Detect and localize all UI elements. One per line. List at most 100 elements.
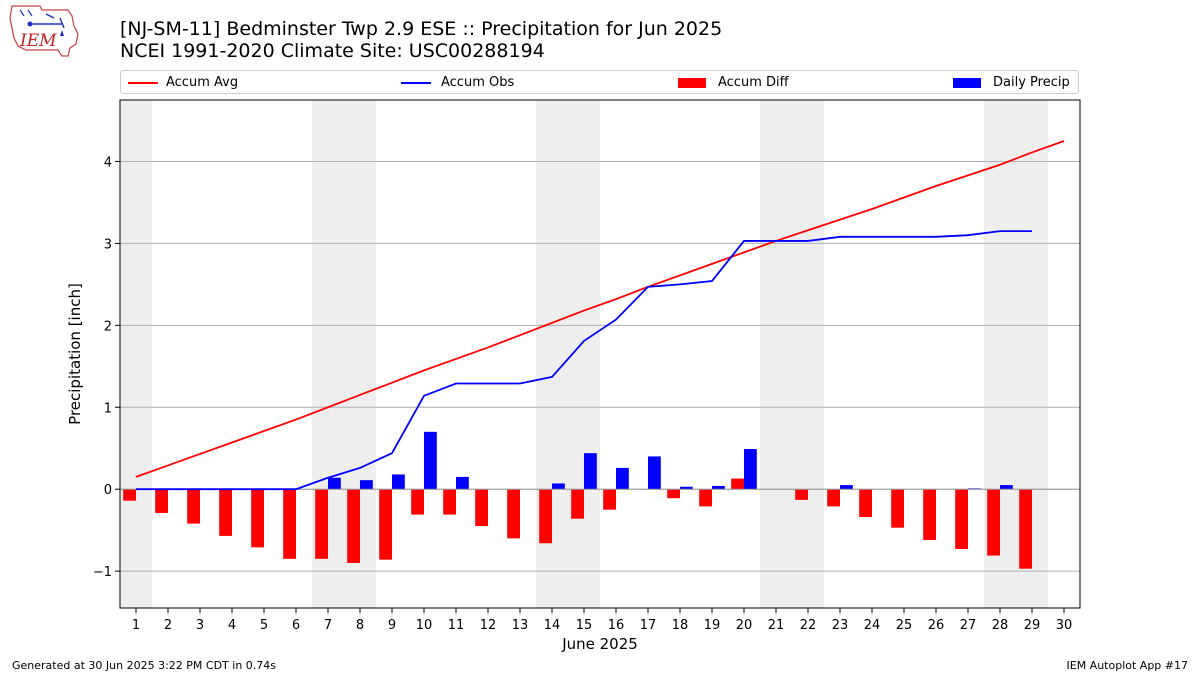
y-axis-label: Precipitation [inch] <box>66 283 84 425</box>
daily-precip-bar <box>840 485 853 490</box>
accum-obs-line <box>136 230 1032 491</box>
weekend-band <box>120 100 152 608</box>
y-tick-label: 2 <box>104 319 112 334</box>
x-tick-label: 8 <box>356 618 364 633</box>
daily-precip-bar <box>360 480 373 490</box>
x-tick-label: 12 <box>480 618 497 633</box>
legend-label-accum-obs: Accum Obs <box>441 75 515 90</box>
accum-diff-bar <box>923 489 936 540</box>
legend-swatch-accum-avg <box>128 82 158 84</box>
legend-label-daily-precip: Daily Precip <box>993 75 1070 90</box>
y-tick-label: 1 <box>104 401 112 416</box>
daily-precip-bar <box>456 476 469 490</box>
x-tick-label: 5 <box>260 618 268 633</box>
y-tick-label: −1 <box>93 565 112 580</box>
accum-diff-bar <box>315 489 328 559</box>
accum-diff-bar <box>603 489 616 510</box>
accum-diff-bar <box>507 489 520 539</box>
x-tick-label: 15 <box>576 618 593 633</box>
accum-diff-bar <box>411 489 424 515</box>
legend-item-accum-obs: Accum Obs <box>401 74 551 92</box>
accum-diff-bar <box>283 489 296 559</box>
accum-diff-bar <box>667 489 680 499</box>
accum-diff-bar <box>699 489 712 507</box>
accum-diff-bar <box>571 489 584 519</box>
chart-title: [NJ-SM-11] Bedminster Twp 2.9 ESE :: Pre… <box>120 18 723 40</box>
y-tick-label: 3 <box>104 237 112 252</box>
accum-diff-bar <box>955 489 968 550</box>
x-tick-label: 20 <box>736 618 753 633</box>
accum-diff-bar <box>539 489 552 544</box>
daily-precip-bar <box>584 453 597 490</box>
daily-precip-bar <box>744 449 757 490</box>
x-axis-label: June 2025 <box>561 635 638 653</box>
accum-diff-bar <box>475 489 488 527</box>
legend-item-daily-precip: Daily Precip <box>953 74 1077 92</box>
accum-diff-bar <box>155 489 168 513</box>
legend-swatch-accum-obs <box>401 82 431 84</box>
daily-precip-bar <box>680 486 693 490</box>
x-tick-label: 26 <box>928 618 945 633</box>
accum-diff-bar <box>891 489 904 528</box>
accum-diff-bar <box>731 478 744 490</box>
x-tick-label: 14 <box>544 618 561 633</box>
x-tick-label: 23 <box>832 618 849 633</box>
x-tick-label: 30 <box>1056 618 1073 633</box>
accum-avg-line <box>135 140 1065 478</box>
accum-diff-bar <box>379 489 392 560</box>
x-tick-label: 28 <box>992 618 1009 633</box>
x-tick-label: 9 <box>388 618 396 633</box>
daily-precip-bar <box>616 467 629 490</box>
plot-frame <box>119 99 1081 609</box>
x-tick-label: 24 <box>864 618 881 633</box>
accum-diff-bar <box>859 489 872 518</box>
x-tick-label: 11 <box>448 618 465 633</box>
legend-swatch-accum-diff <box>678 78 706 88</box>
daily-precip-bar <box>712 485 725 490</box>
daily-precip-bar <box>424 431 437 490</box>
x-tick-label: 17 <box>640 618 657 633</box>
x-tick-label: 18 <box>672 618 689 633</box>
logo-text: IEM <box>19 31 57 51</box>
accum-diff-bar <box>251 489 264 548</box>
x-tick-label: 1 <box>132 618 140 633</box>
weekend-band <box>760 100 824 608</box>
accum-diff-bar <box>827 489 840 507</box>
accum-diff-bar <box>1019 489 1032 569</box>
accum-diff-bar <box>987 489 1000 556</box>
legend-item-accum-diff: Accum Diff <box>678 74 828 92</box>
legend-swatch-daily-precip <box>953 78 981 88</box>
x-tick-label: 16 <box>608 618 625 633</box>
x-tick-label: 29 <box>1024 618 1041 633</box>
legend-label-accum-avg: Accum Avg <box>166 75 239 90</box>
x-tick-label: 3 <box>196 618 204 633</box>
generated-timestamp: Generated at 30 Jun 2025 3:22 PM CDT in … <box>12 659 277 672</box>
accum-diff-bar <box>123 489 136 501</box>
daily-precip-bar <box>328 477 341 490</box>
y-tick-label: 0 <box>104 483 112 498</box>
x-tick-label: 21 <box>768 618 785 633</box>
daily-precip-bar <box>648 456 661 490</box>
accum-diff-bar <box>795 489 808 500</box>
x-tick-label: 2 <box>164 618 172 633</box>
accum-diff-bar <box>347 489 360 563</box>
daily-precip-bar <box>1000 485 1013 490</box>
legend-item-accum-avg: Accum Avg <box>126 74 276 92</box>
accum-diff-bar <box>219 489 232 536</box>
x-tick-label: 7 <box>324 618 332 633</box>
x-tick-label: 10 <box>416 618 433 633</box>
daily-precip-bar <box>392 474 405 490</box>
chart-subtitle: NCEI 1991-2020 Climate Site: USC00288194 <box>120 40 545 62</box>
app-credit: IEM Autoplot App #17 <box>1066 659 1189 672</box>
iem-logo: IEM <box>9 5 79 57</box>
x-tick-label: 22 <box>800 618 817 633</box>
legend-label-accum-diff: Accum Diff <box>718 75 789 90</box>
chart-legend: Accum Avg Accum Obs Accum Diff Daily Pre… <box>120 70 1079 94</box>
daily-precip-bar <box>552 483 565 490</box>
accum-diff-bar <box>443 489 456 515</box>
accum-diff-bar <box>187 489 200 524</box>
x-tick-label: 4 <box>228 618 236 633</box>
x-tick-label: 19 <box>704 618 721 633</box>
x-tick-label: 27 <box>960 618 977 633</box>
